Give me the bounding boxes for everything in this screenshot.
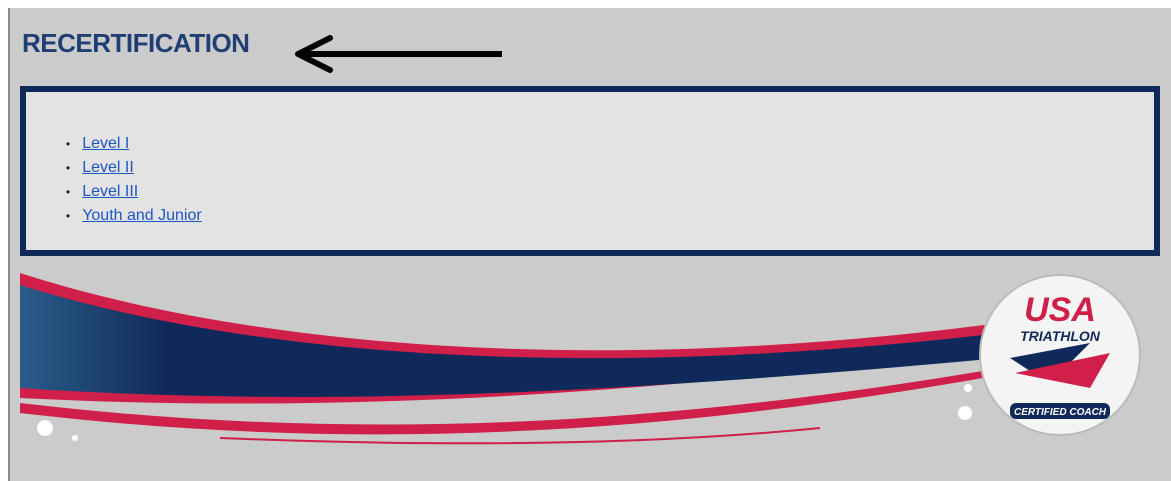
page-title: RECERTIFICATION — [22, 28, 250, 58]
level-link[interactable]: Level II — [82, 159, 134, 176]
logo-triathlon: TRIATHLON — [1020, 328, 1101, 344]
logo-badge: CERTIFIED COACH — [1014, 407, 1107, 418]
link-box: Level I Level II Level III Youth and Junior — [20, 86, 1160, 256]
logo-usa: USA — [1024, 291, 1096, 329]
list-item: Level III — [66, 180, 202, 204]
page: RECERTIFICATION Level I Level II Level III… — [8, 8, 1171, 481]
level-link[interactable]: Level III — [82, 183, 139, 200]
list-item: Youth and Junior — [66, 204, 202, 228]
banner: USA TRIATHLON CERTIFIED COACH — [20, 273, 1141, 445]
level-link[interactable]: Level I — [82, 135, 130, 152]
level-link[interactable]: Youth and Junior — [82, 207, 202, 224]
list-item: Level I — [66, 132, 202, 156]
arrow — [295, 35, 502, 73]
link-list: Level I Level II Level III Youth and Junior — [66, 132, 202, 228]
list-item: Level II — [66, 156, 202, 180]
